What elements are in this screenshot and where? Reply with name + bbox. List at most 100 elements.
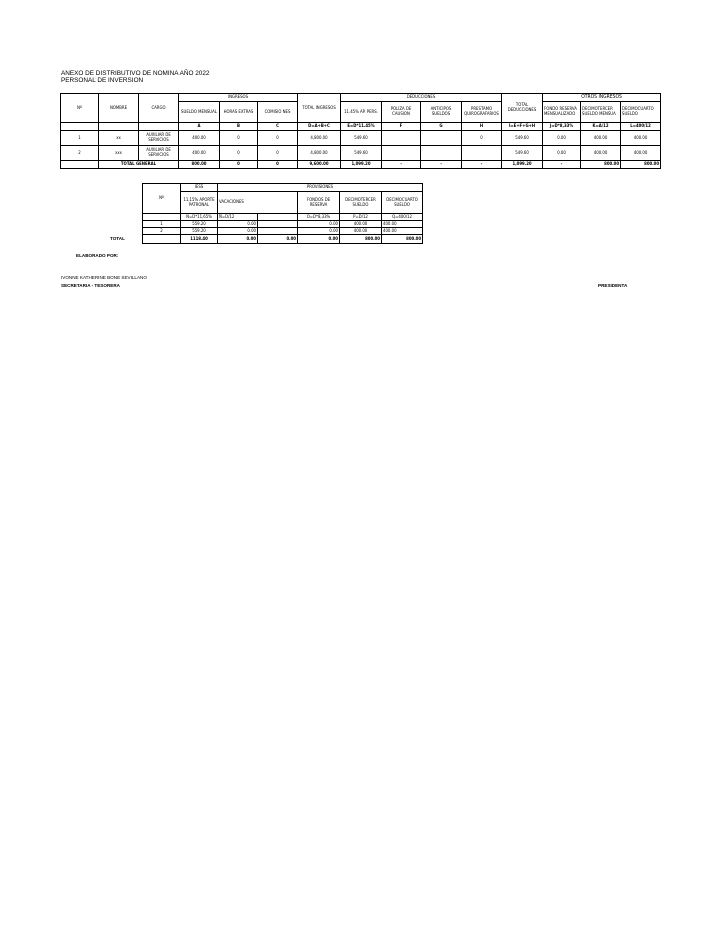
formula: L=400/12: [620, 122, 662, 131]
formula: Q=400/12: [380, 213, 424, 221]
header-cargo: CARGO: [138, 93, 179, 123]
header-vacaciones: VACACIONES: [217, 191, 298, 214]
formula: H: [460, 122, 503, 131]
table-row: 1 559.20 0.00 0.00 400.00 400.00: [142, 220, 424, 228]
cell-ap: 549.60: [340, 145, 382, 161]
header-horas: HORAS EXTRAS: [219, 101, 258, 123]
total-prestamo: -: [460, 160, 503, 169]
header-anticipos: ANTICIPOS SUELDOS: [420, 101, 462, 123]
total-horas: 0: [219, 160, 258, 169]
total-sueldo: 800.00: [178, 160, 220, 169]
header-no: Nº: [60, 93, 99, 123]
prov-total-label: TOTAL: [110, 236, 125, 241]
header-ingresos: INGRESOS: [178, 93, 298, 102]
elaborado-label: ELABORADO POR:: [76, 253, 119, 258]
total-poliza: -: [381, 160, 421, 169]
cell-prestamo: [460, 145, 503, 161]
header-no: Nº: [142, 183, 181, 214]
total-decimo3: 800.00: [580, 160, 622, 169]
formula: B: [219, 122, 258, 131]
total-fondos: 0.00: [297, 234, 340, 244]
cell-fondos: 0.00: [297, 220, 340, 228]
header-poliza: POLIZA DE CAUSION: [381, 101, 421, 123]
header-sueldo: SUELDO MENSUAL: [178, 101, 220, 123]
formula: J=D*8,33%: [542, 122, 582, 131]
header-provisiones: PROVISIONES: [216, 183, 424, 192]
formula: C: [257, 122, 298, 131]
cell-vacaciones-2: [257, 220, 298, 228]
total-deducciones: 1,099.20: [501, 160, 544, 169]
table-row: 2 559.20 0.00 0.00 400.00 400.00: [142, 227, 424, 235]
cell-no: 2: [142, 227, 181, 235]
document-title: ANEXO DE DISTRIBUTIVO DE NOMINA AÑO 2022: [61, 70, 210, 77]
header-prestamo: PRESTAMO QUIROGRAFARIOS: [460, 101, 503, 123]
total-aporte: 1118.40: [180, 234, 218, 244]
formula: E=D*11.45%: [340, 122, 382, 131]
cell-decimo3: 400.00: [580, 145, 622, 161]
formula: N=D*11,65%: [180, 213, 218, 221]
header-decimo3: DECIMOTERCER SUELDO: [339, 191, 382, 214]
cell-total-ingresos: 4,800.00: [297, 130, 341, 146]
header-aporte: 11,15% APORTE PATRONAL: [180, 191, 218, 214]
total-anticipos: -: [420, 160, 462, 169]
header-fondo: FONDO RESERVA MENSUALIZADO: [542, 101, 582, 123]
cell-decimo4: 400.00: [620, 145, 662, 161]
header-decimo4: DECIMOCUARTO SUELDO: [620, 101, 662, 123]
cell-horas: 0: [219, 130, 258, 146]
header-deducciones: DEDUCCIONES: [339, 93, 503, 102]
header-nombre: NOMBRE: [98, 93, 139, 123]
total-decimo4: 800.00: [380, 234, 424, 244]
formula: G: [420, 122, 462, 131]
cell-anticipos: [420, 130, 462, 146]
cell-decimo4: 400.00: [380, 220, 424, 228]
cell-aporte: 559.20: [180, 227, 218, 235]
cell-nombre: xx: [98, 130, 139, 146]
cell-horas: 0: [219, 145, 258, 161]
cell-fondo: 0.00: [542, 130, 582, 146]
total-decimo3: 800.00: [339, 234, 382, 244]
cell-no: 1: [60, 130, 99, 146]
presidenta-label: PRESIDENTA: [598, 283, 628, 288]
cell-decimo4: 400.00: [620, 130, 662, 146]
cell-vacaciones: 0.00: [217, 227, 258, 235]
cell-prestamo: 0: [460, 130, 503, 146]
cell-comisiones: 0: [257, 130, 298, 146]
cell-cargo: AUXILIAR DE SERVICIOS: [138, 145, 179, 161]
total-ap: 1,099.20: [340, 160, 382, 169]
formula: P=D/12: [339, 213, 382, 221]
cell-no: 1: [142, 220, 181, 228]
cell-cargo: AUXILIAR DE SERVICIOS: [138, 130, 179, 146]
total-row: TOTAL GENERAL 800.00 0 0 9,600.00 1,099.…: [60, 160, 662, 169]
header-total-ingresos: TOTAL INGRESOS: [297, 93, 341, 123]
total-label: TOTAL GENERAL: [98, 160, 179, 169]
cell-fondo: 0.00: [542, 145, 582, 161]
formula: K=A/12: [580, 122, 622, 131]
header-comisiones: COMISIO NES: [257, 101, 298, 123]
cell-aporte: 559.20: [180, 220, 218, 228]
signer-role: SECRETARIA - TESORERA: [61, 283, 120, 288]
total-comisiones: 0: [257, 160, 298, 169]
header-decimo3: DECIMOTERCER SUELDO MENSUA: [580, 101, 622, 123]
formula: A: [178, 122, 220, 131]
cell-decimo3: 400.00: [339, 227, 382, 235]
table-row: 2 xxx AUXILIAR DE SERVICIOS 400.00 0 0 4…: [60, 145, 662, 161]
header-total-deducciones: TOTAL DEDUCCIONES: [501, 93, 544, 123]
formula-row: N=D*11,65% Ñ=D/12 O=D*8,33% P=D/12 Q=400…: [142, 213, 424, 221]
cell-sueldo: 400.00: [178, 145, 220, 161]
formula: Ñ=D/12: [217, 213, 258, 221]
formula: [257, 213, 298, 221]
table-row: 1 xx AUXILIAR DE SERVICIOS 400.00 0 0 4,…: [60, 130, 662, 146]
signer-name: IVONNE KATHERINE BONE SEVILLANO: [61, 275, 147, 280]
cell-total-deducciones: 549.60: [501, 130, 544, 146]
total-fondo: -: [542, 160, 582, 169]
cell-vacaciones: 0.00: [217, 220, 258, 228]
header-fondos: FONDOS DE RESERVA: [297, 191, 340, 214]
formula: O=D*8,33%: [297, 213, 340, 221]
formula: D=A+B+C: [297, 122, 341, 131]
cell-total-deducciones: 549.60: [501, 145, 544, 161]
cell-poliza: [381, 145, 421, 161]
cell-ap: 549.60: [340, 130, 382, 146]
cell-vacaciones-2: [257, 227, 298, 235]
header-decimo4: DECIMOCUARTO SUELDO: [380, 191, 424, 214]
cell-anticipos: [420, 145, 462, 161]
